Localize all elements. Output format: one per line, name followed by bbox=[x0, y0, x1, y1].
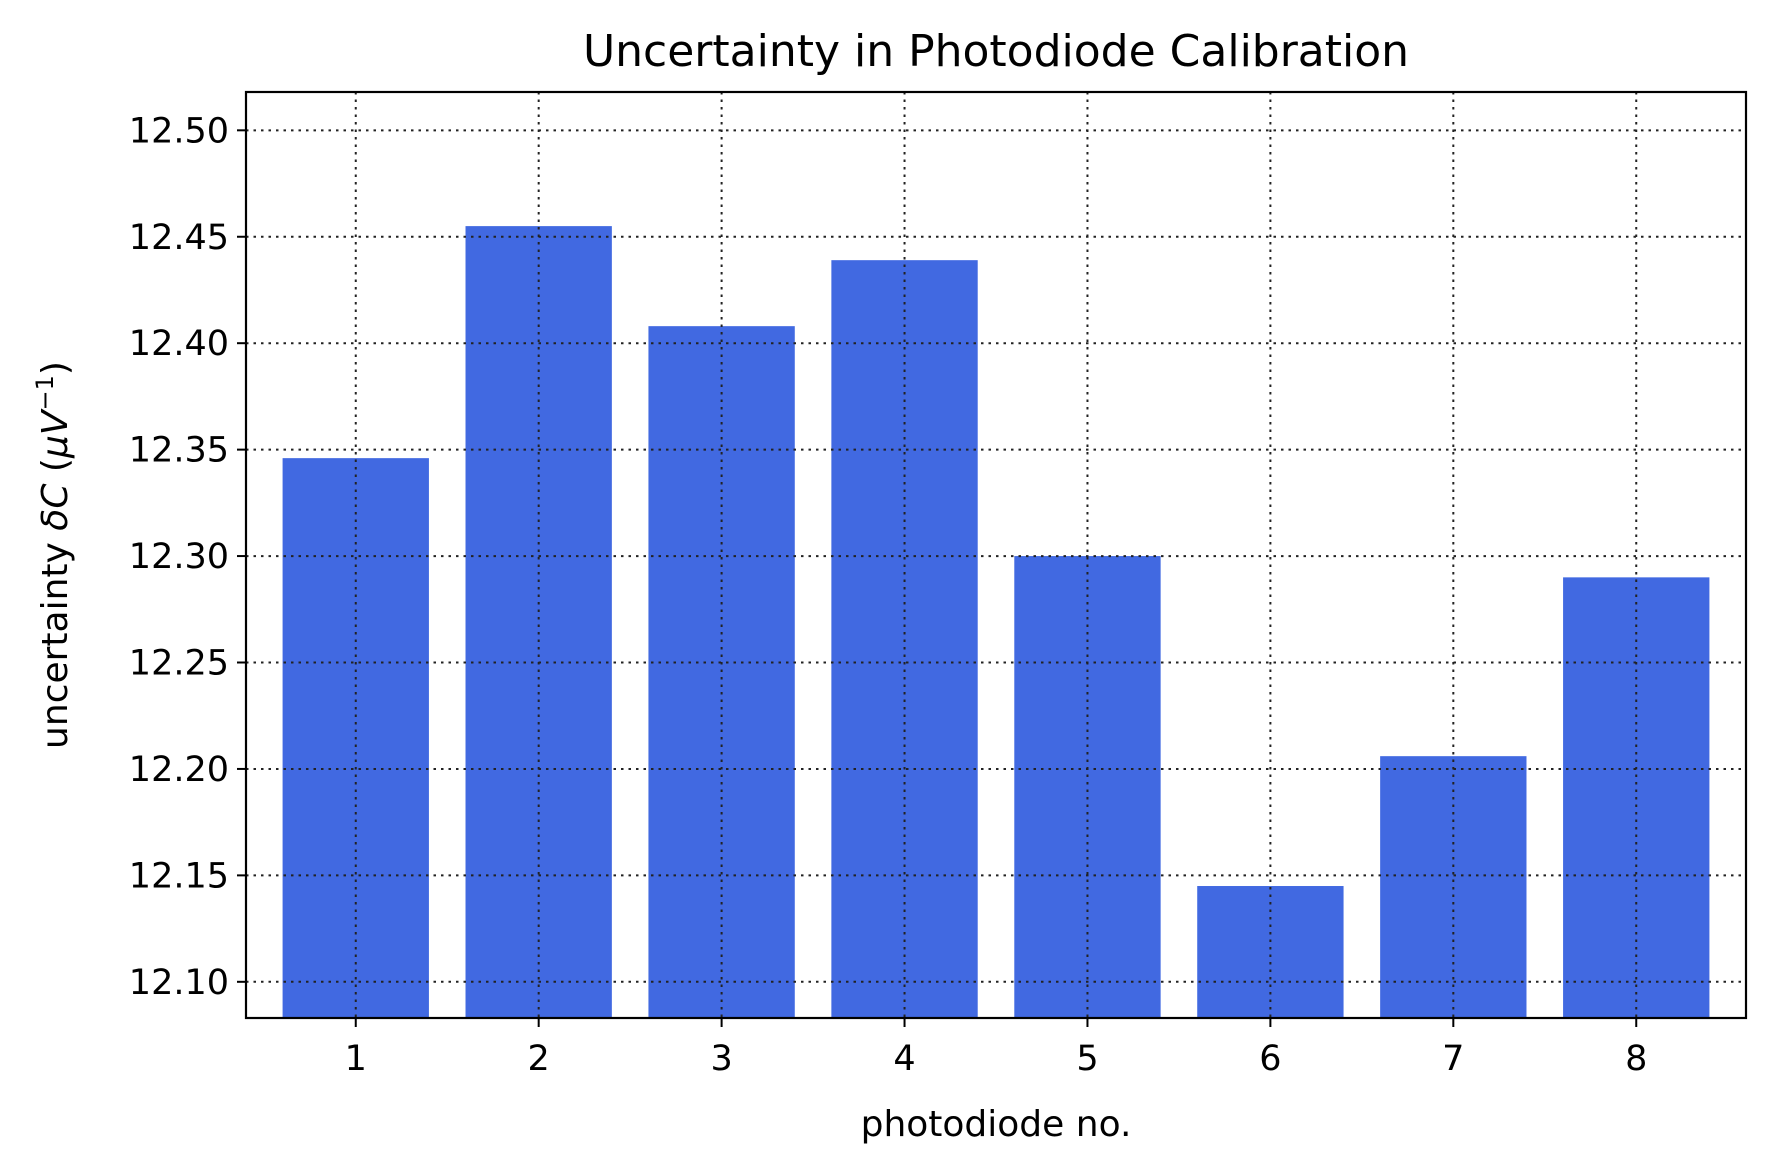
y-tick-label: 12.10 bbox=[129, 963, 229, 1003]
y-tick-label: 12.50 bbox=[129, 111, 229, 151]
y-tick-label: 12.25 bbox=[129, 644, 229, 684]
x-tick-label: 6 bbox=[1259, 1039, 1281, 1079]
y-axis-ticks: 12.10 12.15 12.20 12.25 12.30 12.35 12.40 12.45… bbox=[129, 111, 246, 1003]
x-tick-label: 7 bbox=[1442, 1039, 1464, 1079]
grid bbox=[246, 129, 1746, 983]
x-tick-label: 1 bbox=[345, 1039, 367, 1079]
y-tick-label: 12.45 bbox=[129, 218, 229, 258]
x-axis-ticks: 1 2 3 4 5 6 7 8 bbox=[345, 92, 1647, 1079]
chart-title: Uncertainty in Photodiode Calibration bbox=[583, 26, 1409, 77]
plot-frame bbox=[244, 90, 1748, 1020]
x-tick-label: 2 bbox=[528, 1039, 550, 1079]
x-tick-label: 5 bbox=[1076, 1039, 1098, 1079]
y-tick-label: 12.20 bbox=[129, 750, 229, 790]
bar-6 bbox=[1197, 886, 1344, 1018]
bar-2 bbox=[465, 226, 612, 1018]
x-tick-label: 4 bbox=[893, 1039, 915, 1079]
y-tick-label: 12.40 bbox=[129, 324, 229, 364]
x-tick-label: 8 bbox=[1625, 1039, 1647, 1079]
x-axis-label: photodiode no. bbox=[861, 1104, 1132, 1145]
x-tick-label: 3 bbox=[710, 1039, 732, 1079]
y-axis-label: uncertainty δC (μV−1) bbox=[31, 361, 76, 749]
y-tick-label: 12.15 bbox=[129, 856, 229, 896]
y-tick-label: 12.35 bbox=[129, 431, 229, 471]
bars bbox=[282, 226, 1710, 1019]
y-tick-label: 12.30 bbox=[129, 537, 229, 577]
